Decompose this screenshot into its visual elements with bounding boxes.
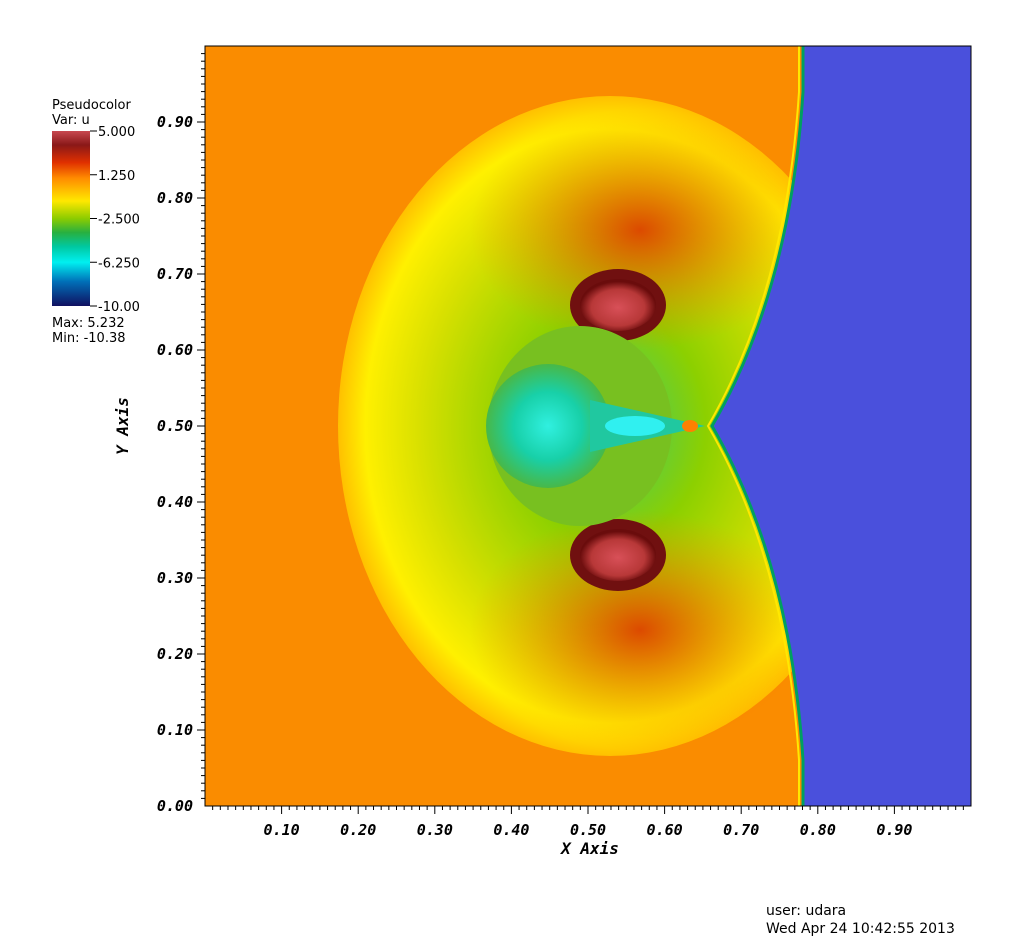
colorbar-label: 1.250 (98, 169, 135, 184)
y-axis-ticks: 0.00 0.10 0.20 0.30 0.40 0.50 0.60 0.70 0.80 0.90 (157, 53, 205, 815)
x-tick-label: 0.20 (340, 821, 376, 839)
y-tick-label: 0.40 (157, 493, 193, 511)
y-axis-title: Y Axis (113, 397, 132, 455)
core-inner (486, 364, 610, 488)
y-tick-label: 0.90 (157, 113, 193, 131)
upper-pocket (580, 279, 656, 331)
legend-plot-kind: Pseudocolor (52, 98, 131, 113)
shock-front-edge (706, 46, 800, 806)
y-tick-label: 0.00 (157, 797, 193, 815)
footer-user: user: udara (766, 903, 846, 919)
x-tick-label: 0.30 (417, 821, 453, 839)
heatmap-field (205, 46, 971, 806)
colorbar-label: -2.500 (98, 213, 140, 228)
y-tick-label: 0.20 (157, 645, 193, 663)
x-tick-label: 0.80 (800, 821, 836, 839)
colorbar-label: -10.00 (98, 300, 140, 315)
x-tick-label: 0.40 (493, 821, 529, 839)
x-axis-title: X Axis (559, 839, 619, 858)
x-tick-label: 0.90 (876, 821, 912, 839)
colorbar-labels: 5.000 1.250 -2.500 -6.250 -10.00 (90, 125, 140, 315)
x-axis-ticks: 0.10 0.20 0.30 0.40 0.50 0.60 0.70 0.80 0.90 (212, 806, 964, 839)
y-tick-label: 0.10 (157, 721, 193, 739)
x-tick-label: 0.50 (570, 821, 606, 839)
upper-lobe (470, 110, 810, 350)
jet-tip (682, 420, 698, 432)
shock-front (710, 46, 805, 806)
x-tick-label: 0.70 (723, 821, 759, 839)
x-tick-label: 0.60 (647, 821, 683, 839)
post-shock-region (712, 46, 971, 806)
legend-variable: Var: u (52, 113, 90, 128)
footer-timestamp: Wed Apr 24 10:42:55 2013 (766, 921, 955, 937)
legend-min: Min: -10.38 (52, 331, 126, 346)
y-tick-label: 0.60 (157, 341, 193, 359)
colorbar-label: 5.000 (98, 125, 135, 140)
lower-pocket (580, 529, 656, 581)
y-tick-label: 0.50 (157, 417, 193, 435)
y-tick-label: 0.80 (157, 189, 193, 207)
x-tick-label: 0.10 (264, 821, 300, 839)
lower-lobe (470, 510, 810, 750)
colorbar (52, 131, 90, 306)
jet-core (605, 416, 665, 436)
colorbar-label: -6.250 (98, 256, 140, 271)
y-tick-label: 0.70 (157, 265, 193, 283)
y-tick-label: 0.30 (157, 569, 193, 587)
legend-max: Max: 5.232 (52, 316, 125, 331)
legend: Pseudocolor Var: u 5.000 1.250 -2.500 -6.25… (52, 98, 140, 346)
